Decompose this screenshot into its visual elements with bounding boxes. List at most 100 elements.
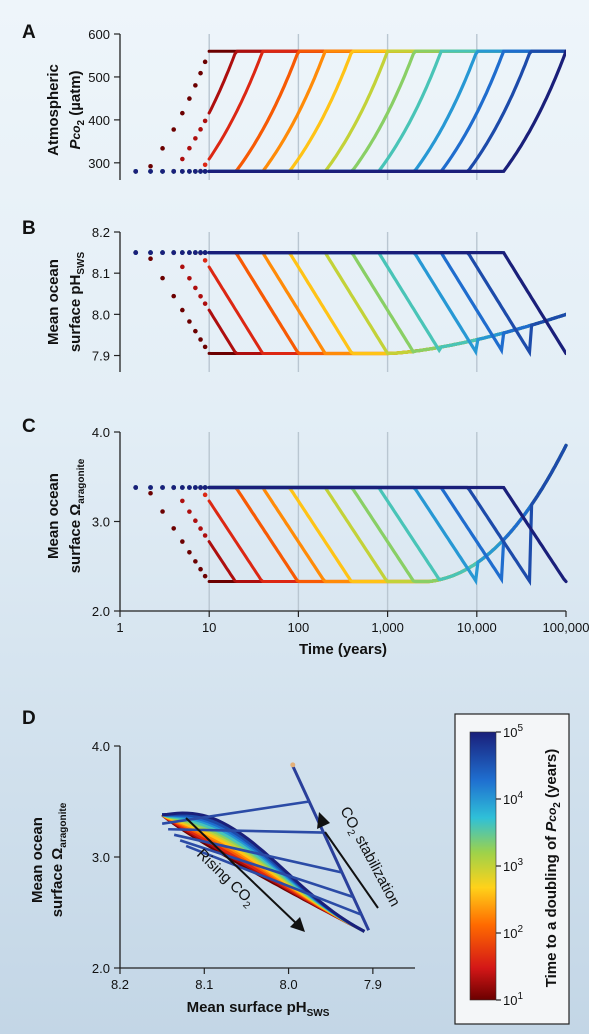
series-point <box>148 256 153 262</box>
series-point <box>193 136 198 141</box>
x-tick-label: 1,000 <box>371 620 404 635</box>
series-point <box>160 485 165 490</box>
series-point <box>148 490 153 496</box>
series-point <box>160 169 165 174</box>
series-point <box>187 96 192 101</box>
series-point <box>133 250 139 255</box>
panel-d-ylabel-1: Mean ocean <box>29 817 46 903</box>
y-tick-label: 4.0 <box>92 425 110 440</box>
series-point <box>171 127 177 132</box>
series-point <box>202 301 208 306</box>
rising-arrow-line <box>185 817 299 926</box>
colorbar-ticks: 101 102 103 104 105 <box>496 723 523 1008</box>
series-point <box>133 169 139 174</box>
panel-b: B 7.9 8.0 8.1 8.2 Mean ocean surface pHSWS <box>22 218 566 372</box>
y-tick-label: 400 <box>88 113 110 128</box>
x-tick-label: 8.1 <box>195 977 213 992</box>
series-point <box>202 59 208 65</box>
colorbar-tick-label: 103 <box>503 857 523 874</box>
series-point <box>148 163 153 169</box>
series-line <box>207 485 568 584</box>
series-point <box>180 110 185 116</box>
colorbar-tick-label: 101 <box>503 991 523 1008</box>
series-point <box>160 275 165 281</box>
panel-c-xlabel: Time (years) <box>299 641 387 658</box>
series-point <box>187 319 192 324</box>
series-point <box>187 250 192 255</box>
series-point <box>202 485 208 490</box>
panel-a-series <box>133 49 566 174</box>
series-point <box>187 275 192 281</box>
x-tick-label: 10 <box>202 620 216 635</box>
panel-a-ylabel-2: Pco2 (µatm) <box>67 70 87 149</box>
series-point <box>202 344 208 350</box>
series-point <box>187 509 192 514</box>
series-line <box>185 844 362 916</box>
colorbar-gradient <box>469 731 497 1001</box>
panel-c-y-ticks: 2.0 3.0 4.0 <box>92 425 120 619</box>
panel-c-ylabel-1: Mean ocean <box>45 473 62 559</box>
series-point <box>202 258 208 263</box>
colorbar-tick-label: 102 <box>503 924 523 941</box>
y-tick-label: 300 <box>88 156 110 171</box>
panel-c-x-ticks: 1 10 100 1,000 10,000 100,000 <box>116 611 589 635</box>
series-point <box>187 145 192 151</box>
panel-b-y-ticks: 7.9 8.0 8.1 8.2 <box>92 225 120 364</box>
panel-d-xlabel: Mean surface pHSWS <box>187 999 330 1019</box>
panel-d-y-ticks: 2.0 3.0 4.0 <box>92 739 120 976</box>
stab-arrow-head <box>317 812 330 829</box>
series-line <box>207 49 566 173</box>
y-tick-label: 2.0 <box>92 961 110 976</box>
series-point <box>193 518 198 524</box>
series-line <box>179 839 354 899</box>
y-tick-label: 500 <box>88 70 110 85</box>
panel-b-ylabel-2: surface pHSWS <box>67 252 87 353</box>
colorbar-label: Time to a doubling of Pco2 (years) <box>543 749 563 988</box>
series-point <box>193 285 198 291</box>
series-point <box>198 566 203 572</box>
series-point <box>198 293 203 299</box>
series-point <box>193 328 198 334</box>
colorbar-tick-label: 105 <box>503 723 523 740</box>
recovery-line <box>291 765 371 931</box>
panel-c-ylabel-2: surface Ωaragonite <box>67 458 87 573</box>
series-point <box>193 169 198 174</box>
series-point <box>193 250 198 255</box>
series-line <box>207 251 566 356</box>
x-tick-label: 7.9 <box>364 977 382 992</box>
panel-a-gridlines <box>208 34 478 180</box>
x-tick-label: 8.0 <box>280 977 298 992</box>
panel-a-y-ticks: 300 400 500 600 <box>88 27 120 171</box>
y-tick-label: 8.0 <box>92 307 110 322</box>
panel-d-x-ticks: 8.2 8.1 8.0 7.9 <box>111 968 382 992</box>
series-point <box>198 127 203 132</box>
colorbar-tick-label: 104 <box>503 790 523 807</box>
y-tick-label: 8.2 <box>92 225 110 240</box>
series-point <box>180 169 185 174</box>
panel-b-label: B <box>22 218 36 239</box>
panel-a: A 300 400 500 600 Atmospheric Pco2 (µatm) <box>22 22 566 180</box>
series-point <box>148 250 153 255</box>
panel-a-ylabel-1: Atmospheric <box>45 64 62 156</box>
series-point <box>202 533 208 538</box>
series-point <box>202 118 208 124</box>
series-point <box>180 264 185 270</box>
series-point <box>171 250 177 255</box>
series-point <box>198 485 203 490</box>
series-point <box>180 250 185 255</box>
stab-arrow-line <box>324 831 379 909</box>
y-tick-label: 8.1 <box>92 266 110 281</box>
series-point <box>160 250 165 255</box>
y-tick-label: 3.0 <box>92 515 110 530</box>
series-point <box>171 526 177 531</box>
series-point <box>198 169 203 174</box>
series-point <box>202 492 208 498</box>
series-point <box>180 156 185 162</box>
series-point <box>160 509 165 514</box>
x-tick-label: 100,000 <box>543 620 589 635</box>
series-point <box>148 169 153 174</box>
panel-c: C 2.0 3.0 4.0 1 10 100 1,000 10,000 100,000 Mea… <box>22 416 589 658</box>
x-tick-label: 100 <box>288 620 310 635</box>
series-point <box>198 337 203 342</box>
